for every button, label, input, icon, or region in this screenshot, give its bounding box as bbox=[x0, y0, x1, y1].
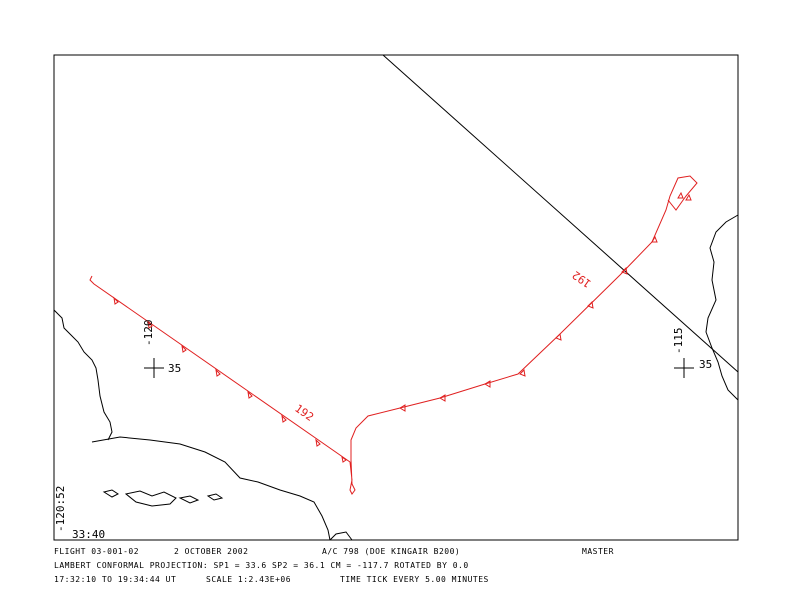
coast-bottom bbox=[91, 436, 331, 541]
footer-date: 2 OCTOBER 2002 bbox=[174, 547, 248, 556]
footer-tag: MASTER bbox=[582, 547, 614, 556]
track-label: 192 bbox=[570, 268, 594, 290]
footer-time: 17:32:10 TO 19:34:44 UT bbox=[54, 575, 176, 584]
island bbox=[206, 493, 224, 501]
lon-label: -115 bbox=[672, 328, 685, 355]
time-ticks bbox=[113, 191, 692, 463]
footer-projection: LAMBERT CONFORMAL PROJECTION: SP1 = 33.6… bbox=[54, 561, 469, 570]
island bbox=[178, 495, 200, 504]
footer-tick: TIME TICK EVERY 5.00 MINUTES bbox=[340, 575, 489, 584]
coastlines bbox=[53, 214, 739, 541]
footer-aircraft: A/C 798 (DOE KINGAIR B200) bbox=[322, 547, 460, 556]
track-label: 192 bbox=[292, 402, 316, 424]
footer-flight: FLIGHT 03-001-02 bbox=[54, 547, 139, 556]
island bbox=[102, 489, 119, 498]
coast-right bbox=[705, 214, 739, 401]
corner-lat: 33:40 bbox=[72, 528, 105, 541]
corner-lon: -120:52 bbox=[54, 486, 67, 532]
tick-arrows bbox=[399, 191, 692, 412]
island bbox=[124, 490, 177, 507]
lat-label: 35 bbox=[168, 362, 181, 375]
boundary-line bbox=[382, 54, 739, 373]
lat-label: 35 bbox=[699, 358, 712, 371]
footer-scale: SCALE 1:2.43E+06 bbox=[206, 575, 291, 584]
coast-left bbox=[53, 309, 113, 441]
flight-track bbox=[89, 175, 698, 495]
map-frame bbox=[53, 54, 739, 541]
grid-crosses bbox=[144, 358, 694, 378]
lon-label: -120 bbox=[142, 320, 155, 347]
coast-bottom-2 bbox=[329, 531, 353, 541]
tick-arrows bbox=[113, 296, 347, 463]
